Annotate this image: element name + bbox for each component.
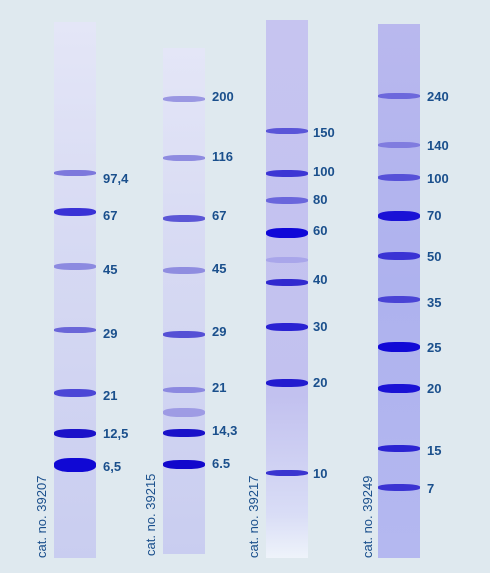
mw-label: 15 [427,443,442,458]
band [266,379,308,387]
band [266,470,308,476]
mw-label: 150 [313,125,335,140]
band [266,128,308,134]
mw-label: 45 [212,261,227,276]
band [54,429,96,438]
mw-label: 30 [313,319,328,334]
gel-lane-39215 [163,48,205,554]
band [378,384,420,393]
mw-label: 20 [427,381,442,396]
gel-lane-39207 [54,22,96,558]
band [378,484,420,491]
mw-label: 25 [427,340,442,355]
mw-label: 7 [427,481,435,496]
band [378,93,420,99]
mw-label: 21 [212,380,227,395]
band [163,331,205,338]
band [163,429,205,437]
mw-label: 29 [103,326,118,341]
band [266,170,308,177]
mw-label: 100 [313,164,335,179]
mw-label: 60 [313,223,328,238]
catalog-number: cat. no. 39217 [246,475,261,558]
band [378,342,420,352]
band [378,142,420,148]
mw-label: 14,3 [212,423,238,438]
band [378,296,420,303]
mw-label: 70 [427,208,442,223]
band [378,445,420,452]
band [378,252,420,260]
band [163,408,205,417]
band [266,228,308,238]
band [378,174,420,181]
band [54,208,96,216]
mw-label: 45 [103,262,118,277]
mw-label: 97,4 [103,171,129,186]
mw-label: 200 [212,89,234,104]
mw-label: 140 [427,138,449,153]
catalog-number: cat. no. 39215 [143,473,158,556]
band [54,327,96,333]
band [163,267,205,274]
band [54,458,96,472]
band [266,257,308,263]
catalog-number: cat. no. 39249 [360,475,375,558]
mw-label: 50 [427,249,442,264]
mw-label: 6.5 [212,456,231,471]
band [266,323,308,331]
band [163,215,205,222]
band [163,460,205,469]
band [163,387,205,393]
band [54,263,96,270]
gel-lane-39249 [378,24,420,558]
mw-label: 6,5 [103,459,122,474]
mw-label: 80 [313,192,328,207]
band [266,197,308,204]
band [378,211,420,221]
gel-panel: 97,4 67 45 29 21 12,5 6,5 cat. no. 39207… [6,4,482,569]
mw-label: 20 [313,375,328,390]
mw-label: 12,5 [103,426,129,441]
gel-lane-39217 [266,20,308,558]
mw-label: 40 [313,272,328,287]
mw-label: 10 [313,466,328,481]
mw-label: 21 [103,388,118,403]
mw-label: 67 [212,208,227,223]
band [163,96,205,102]
mw-label: 67 [103,208,118,223]
band [266,279,308,286]
band [54,170,96,176]
mw-label: 29 [212,324,227,339]
band [163,155,205,161]
mw-label: 116 [212,149,233,164]
mw-label: 100 [427,171,449,186]
mw-label: 35 [427,295,442,310]
catalog-number: cat. no. 39207 [34,475,49,558]
band [54,389,96,397]
mw-label: 240 [427,89,449,104]
